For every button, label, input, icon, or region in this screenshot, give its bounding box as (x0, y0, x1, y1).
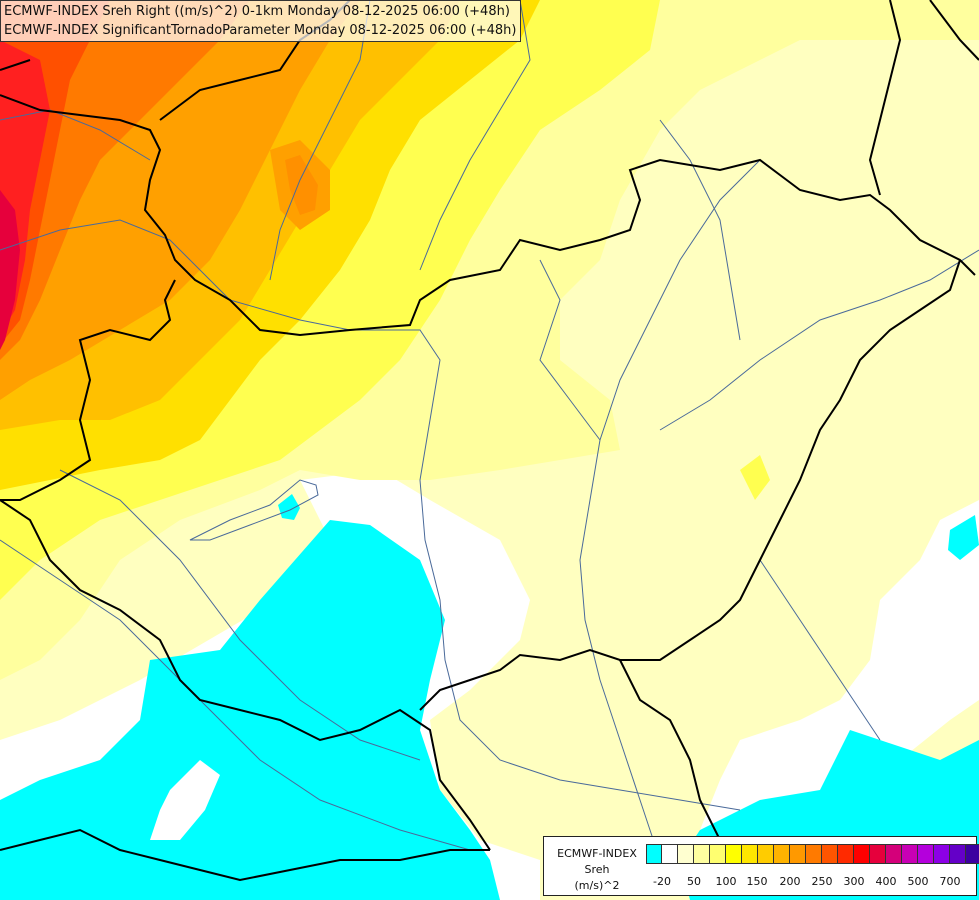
border-east-edge (929, 0, 979, 61)
field-white-east (700, 500, 979, 840)
legend-swatch (902, 844, 918, 864)
field-yellow-cell (740, 455, 770, 500)
river-north-1 (269, 0, 371, 281)
legend-swatch (726, 844, 742, 864)
legend-swatch (806, 844, 822, 864)
legend-swatch (662, 844, 678, 864)
legend-swatch (918, 844, 934, 864)
border-hungary-romania (419, 259, 961, 711)
river-danube (0, 219, 741, 811)
legend-tick-label: 300 (843, 875, 865, 888)
legend-tick-label: -20 (653, 875, 671, 888)
border-north-east (868, 0, 902, 196)
legend-swatch (774, 844, 790, 864)
legend-parameter: Sreh (584, 863, 610, 876)
border-sw (0, 828, 490, 882)
legend-source: ECMWF-INDEX (557, 847, 637, 860)
rivers (0, 0, 979, 861)
legend-swatch (822, 844, 838, 864)
river-south-2 (759, 559, 881, 741)
legend-swatch (934, 844, 950, 864)
field-orange-cell2 (285, 155, 318, 215)
river-east-1 (659, 249, 979, 431)
legend-swatch (742, 844, 758, 864)
legend-swatch (950, 844, 966, 864)
map-title-box: ECMWF-INDEX Sreh Right ((m/s)^2) 0-1km M… (0, 0, 521, 42)
legend-swatch (758, 844, 774, 864)
legend-unit: (m/s)^2 (574, 879, 620, 892)
border-austria-hungary (0, 279, 176, 501)
legend-tick-label: 50 (687, 875, 701, 888)
border-north-west (0, 59, 31, 71)
field-cyan-east2 (948, 515, 979, 560)
legend-tick-label: 150 (746, 875, 768, 888)
legend-ticks: -20 50 100 150 200 250 300 400 500 700 (646, 875, 976, 889)
legend-tick-label: 400 (875, 875, 897, 888)
river-drava (59, 469, 421, 761)
legend-swatch (870, 844, 886, 864)
legend-tick-label: 500 (907, 875, 929, 888)
legend-swatch (854, 844, 870, 864)
river-south-1 (599, 679, 661, 861)
legend-swatch (646, 844, 662, 864)
color-legend: ECMWF-INDEX Sreh (m/s)^2 -20 50 100 150 200 2… (543, 836, 979, 896)
legend-swatch (838, 844, 854, 864)
river-mid-1 (659, 119, 741, 341)
legend-tick-label: 250 (811, 875, 833, 888)
field-white-hole (150, 760, 220, 840)
legend-swatch (886, 844, 902, 864)
map-title-line-1: ECMWF-INDEX Sreh Right ((m/s)^2) 0-1km M… (4, 4, 510, 19)
legend-swatch (710, 844, 726, 864)
lake-balaton (189, 479, 319, 541)
river-sava (0, 539, 471, 851)
legend-swatch (790, 844, 806, 864)
river-north-2 (419, 0, 531, 271)
border-czech-austria (0, 94, 976, 337)
legend-swatch (694, 844, 710, 864)
river-mid-2 (539, 259, 601, 441)
river-west-1 (0, 109, 151, 161)
field-cyan-south (0, 520, 500, 900)
legend-tick-label: 200 (779, 875, 801, 888)
river-tisza (579, 159, 761, 681)
border-croatia (0, 499, 491, 851)
legend-swatches (646, 844, 979, 864)
field-crimson (0, 190, 20, 350)
legend-swatch (966, 844, 979, 864)
legend-swatch (678, 844, 694, 864)
legend-tick-label: 100 (715, 875, 737, 888)
legend-tick-label: 700 (939, 875, 961, 888)
map-title-line-2: ECMWF-INDEX SignificantTornadoParameter … (4, 23, 517, 38)
field-cyan-blob (278, 494, 300, 520)
field-orange-cell3 (200, 95, 260, 150)
